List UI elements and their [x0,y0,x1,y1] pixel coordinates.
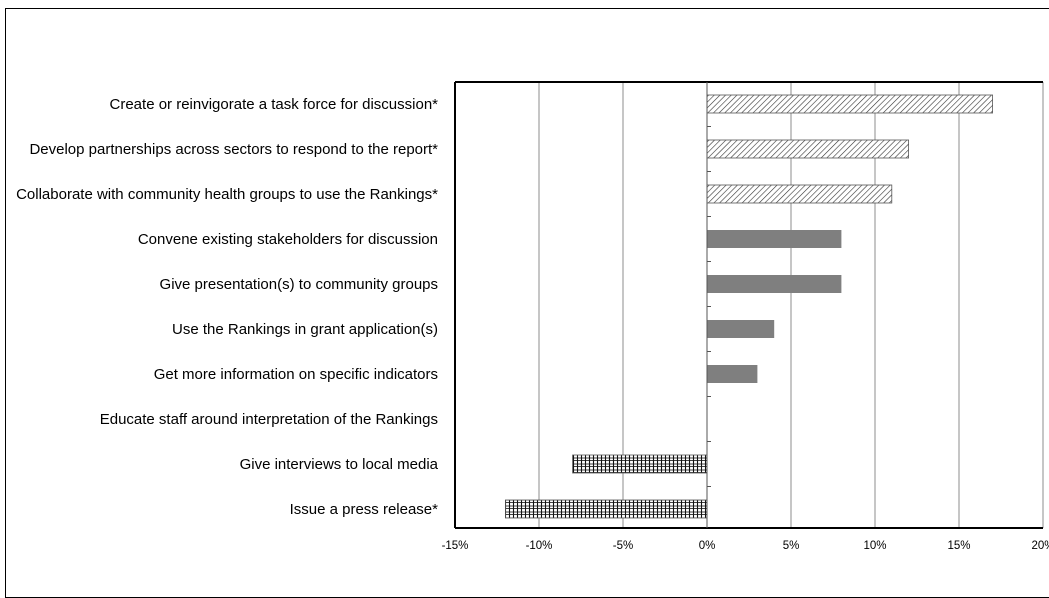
category-label: Convene existing stakeholders for discus… [138,231,438,248]
bar [707,275,842,293]
category-label: Educate staff around interpretation of t… [100,411,438,428]
bar-chart: Create or reinvigorate a task force for … [16,81,1049,552]
bar [707,365,758,383]
x-tick-label: 10% [863,540,886,552]
axes [454,81,1043,529]
bar [504,499,708,519]
bar [706,94,994,114]
bars [504,94,994,519]
bar [572,454,708,474]
bar [706,184,893,204]
x-tick-label: 20% [1031,540,1049,552]
x-tick-label: 0% [699,540,716,552]
x-tick-label: -15% [442,540,469,552]
tick-labels: -15% -10% -5% 0% 5% 10% 15% 20% [442,540,1049,552]
bar [706,139,910,159]
category-label: Give interviews to local media [240,456,439,473]
x-tick-label: -5% [613,540,633,552]
category-label: Give presentation(s) to community groups [160,276,438,293]
bar [707,320,775,338]
category-labels: Create or reinvigorate a task force for … [16,96,439,518]
x-tick-label: -10% [526,540,553,552]
category-label: Get more information on specific indicat… [154,366,438,383]
x-tick-label: 15% [947,540,970,552]
x-tick-label: 5% [783,540,800,552]
category-label: Issue a press release* [290,501,439,518]
category-label: Use the Rankings in grant application(s) [172,321,438,338]
category-label: Create or reinvigorate a task force for … [110,96,439,113]
bar [707,230,842,248]
category-label: Collaborate with community health groups… [16,186,438,203]
category-label: Develop partnerships across sectors to r… [29,141,438,158]
